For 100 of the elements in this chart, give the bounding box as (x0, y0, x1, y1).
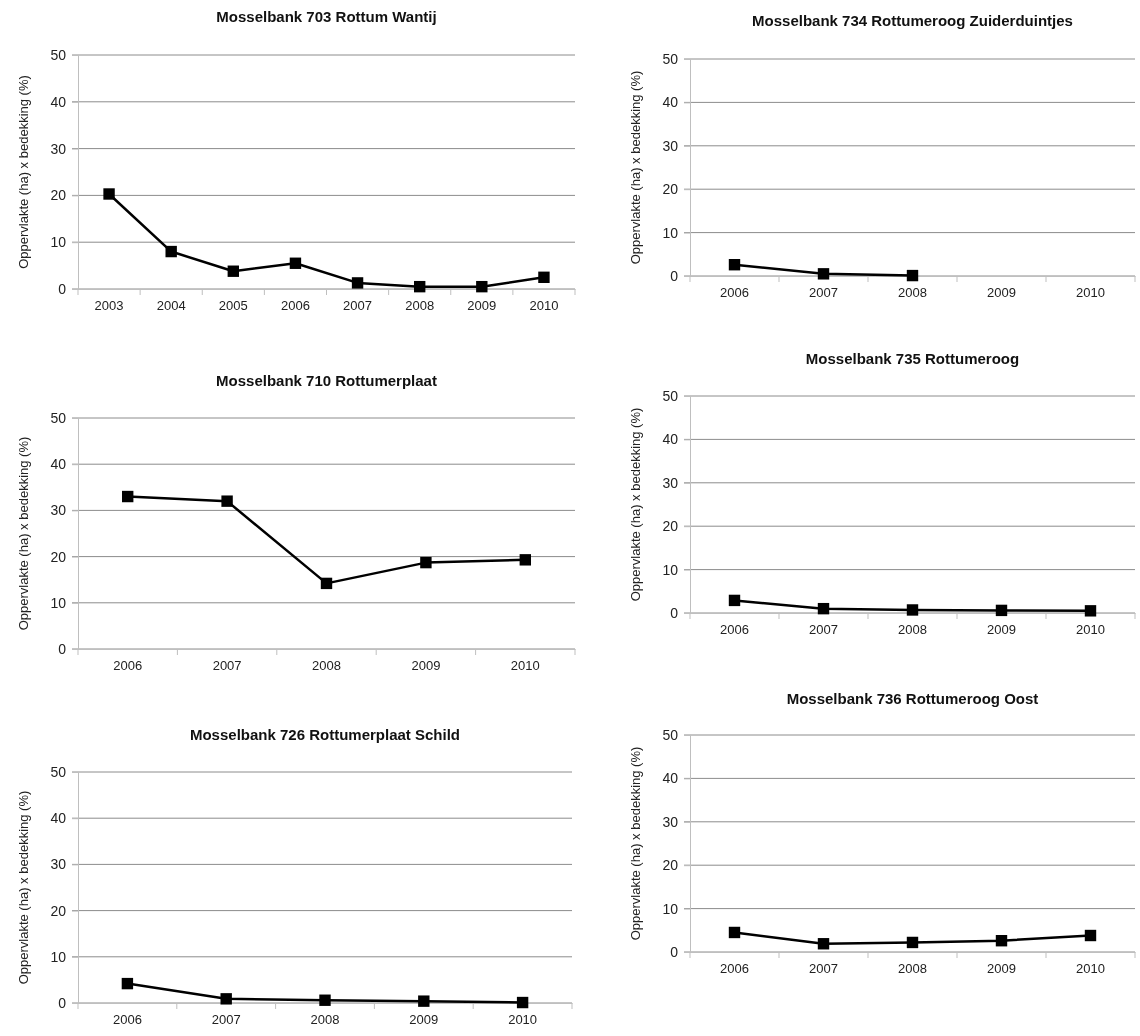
x-tick-label: 2010 (1076, 285, 1105, 301)
y-axis-title: Oppervlakte (ha) x bedekking (%) (628, 746, 643, 941)
y-tick-label: 30 (50, 502, 67, 519)
y-tick-label: 0 (670, 943, 679, 960)
y-tick-label: 10 (662, 561, 679, 578)
point (728, 594, 741, 607)
x-tick-label: 2008 (312, 658, 341, 674)
y-tick-label: 30 (662, 474, 679, 491)
y-tick-label: 40 (50, 810, 67, 827)
point (995, 604, 1008, 617)
chart-title: Mosselbank 736 Rottumeroog Oost (786, 690, 1039, 707)
x-tick-label: 2007 (211, 1012, 241, 1028)
y-tick-label: 10 (662, 224, 679, 241)
point (221, 495, 233, 507)
x-tick-label: 2006 (280, 298, 310, 314)
point (351, 277, 364, 289)
point (906, 936, 919, 949)
y-tick-label: 40 (50, 456, 67, 473)
x-tick-label: 2007 (809, 285, 838, 301)
point (1084, 605, 1097, 617)
x-tick-label: 2009 (987, 961, 1016, 977)
point (227, 265, 240, 277)
point (906, 604, 919, 616)
chart-title: Mosselbank 735 Rottumeroog (805, 350, 1020, 367)
x-tick-label: 2010 (510, 658, 540, 674)
x-tick-label: 2003 (94, 298, 124, 314)
x-tick-label: 2008 (310, 1012, 340, 1028)
point (519, 554, 531, 566)
y-tick-label: 30 (50, 856, 67, 873)
y-tick-label: 50 (50, 763, 67, 780)
point (420, 556, 432, 569)
point (728, 926, 741, 939)
y-axis-title: Oppervlakte (ha) x bedekking (%) (16, 436, 31, 631)
y-tick-label: 30 (50, 140, 67, 157)
y-tick-label: 20 (662, 857, 679, 874)
y-tick-label: 50 (662, 387, 679, 404)
x-tick-label: 2008 (898, 285, 927, 301)
point (103, 188, 115, 200)
y-tick-label: 50 (50, 46, 67, 63)
y-tick-label: 10 (662, 900, 679, 917)
y-axis-title: Oppervlakte (ha) x bedekking (%) (628, 70, 643, 265)
y-tick-label: 0 (670, 267, 679, 284)
y-tick-label: 10 (50, 948, 67, 965)
chart-title: Mosselbank 703 Rottum Wantij (216, 8, 437, 25)
y-axis-title: Oppervlakte (ha) x bedekking (%) (16, 790, 31, 985)
y-tick-label: 0 (58, 640, 67, 657)
point (289, 257, 302, 269)
x-tick-label: 2010 (1076, 622, 1105, 638)
chart-title: Mosselbank 710 Rottumerplaat (216, 372, 437, 389)
x-tick-label: 2005 (218, 298, 248, 314)
x-tick-label: 2010 (1076, 961, 1105, 977)
x-tick-label: 2007 (809, 622, 838, 638)
point (320, 577, 333, 590)
y-tick-label: 40 (50, 93, 67, 110)
x-tick-label: 2009 (987, 622, 1016, 638)
x-tick-label: 2008 (405, 298, 435, 314)
x-tick-label: 2008 (898, 961, 927, 977)
y-tick-label: 20 (50, 902, 67, 919)
x-tick-label: 2007 (343, 298, 373, 314)
x-tick-label: 2006 (720, 285, 749, 301)
y-tick-label: 20 (50, 187, 67, 204)
x-tick-label: 2007 (212, 658, 242, 674)
y-tick-label: 30 (662, 813, 679, 830)
y-axis-title: Oppervlakte (ha) x bedekking (%) (628, 407, 643, 602)
chart-title: Mosselbank 726 Rottumerplaat Schild (189, 726, 461, 743)
x-tick-label: 2010 (508, 1012, 538, 1028)
y-tick-label: 50 (50, 409, 67, 426)
y-tick-label: 40 (662, 770, 679, 787)
x-tick-label: 2010 (529, 298, 559, 314)
y-tick-label: 0 (58, 280, 67, 297)
x-tick-label: 2009 (987, 285, 1016, 301)
x-tick-label: 2006 (720, 622, 749, 638)
x-tick-label: 2009 (411, 658, 441, 674)
point (122, 490, 134, 503)
y-tick-label: 50 (662, 50, 679, 67)
y-tick-label: 20 (50, 548, 67, 565)
x-tick-label: 2004 (156, 298, 186, 314)
chart-title: Mosselbank 734 Rottumeroog Zuiderduintjes (752, 12, 1073, 29)
x-tick-label: 2006 (112, 1012, 142, 1028)
y-tick-label: 10 (50, 594, 67, 611)
x-tick-label: 2009 (467, 298, 497, 314)
point (319, 994, 331, 1006)
y-axis-title: Oppervlakte (ha) x bedekking (%) (16, 75, 31, 269)
point (165, 245, 177, 258)
y-tick-label: 50 (662, 726, 679, 743)
y-tick-label: 0 (670, 604, 679, 621)
x-tick-label: 2007 (809, 961, 838, 977)
point (476, 280, 488, 293)
x-tick-label: 2006 (720, 961, 749, 977)
point (1084, 929, 1097, 942)
point (220, 993, 232, 1005)
point (817, 602, 830, 615)
point (121, 977, 134, 990)
y-tick-label: 20 (662, 518, 679, 535)
x-tick-label: 2009 (409, 1012, 439, 1028)
point (538, 271, 550, 283)
x-tick-label: 2006 (113, 658, 143, 674)
y-tick-label: 20 (662, 181, 679, 198)
y-tick-label: 10 (50, 234, 67, 251)
y-tick-label: 40 (662, 94, 679, 111)
